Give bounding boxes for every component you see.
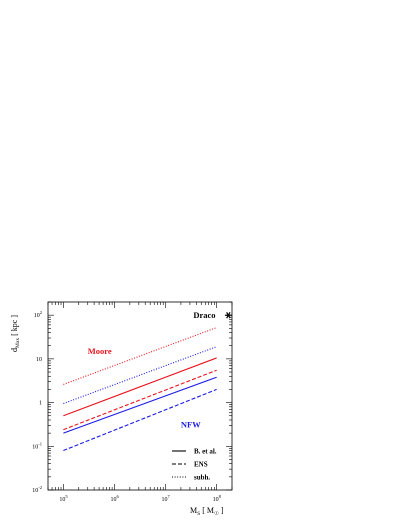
x-tick-label: 107 <box>162 494 171 503</box>
y-axis-title: dMax [ kpc ] <box>10 315 21 352</box>
x-tick-label: 108 <box>213 494 222 503</box>
y-tick-label: 1 <box>39 401 42 407</box>
axis-titles: MS [ M☉ ] dMax [ kpc ] <box>10 315 224 517</box>
series-line <box>63 357 217 417</box>
series-layer <box>63 327 217 452</box>
y-tick-label: 10-2 <box>32 485 42 494</box>
draco-star-marker <box>226 311 231 319</box>
y-tick-label: 102 <box>34 310 42 319</box>
legend: B. et al. ENS subh. <box>172 448 217 482</box>
series-line <box>63 346 217 405</box>
annotations: Moore NFW Draco <box>88 310 232 429</box>
x-tick-label: 105 <box>59 494 68 503</box>
legend-label: subh. <box>194 474 210 482</box>
plot-frame <box>47 301 233 491</box>
axis-ticks <box>47 301 233 491</box>
series-line <box>63 327 217 385</box>
annotation-label: Draco <box>193 310 215 320</box>
legend-label: B. et al. <box>194 448 217 456</box>
series-line <box>63 376 217 434</box>
series-line <box>63 388 217 452</box>
legend-label: ENS <box>194 461 208 469</box>
annotation-label: NFW <box>181 419 201 429</box>
series-line <box>63 369 217 431</box>
tick-labels: 105 106 107 108 10-2 10-1 1 10 102 <box>32 310 221 503</box>
y-tick-label: 10-1 <box>32 441 42 450</box>
x-tick-label: 106 <box>110 494 119 503</box>
x-axis-title: MS [ M☉ ] <box>190 506 224 517</box>
y-tick-label: 10 <box>36 357 42 363</box>
annotation-label: Moore <box>88 346 112 356</box>
